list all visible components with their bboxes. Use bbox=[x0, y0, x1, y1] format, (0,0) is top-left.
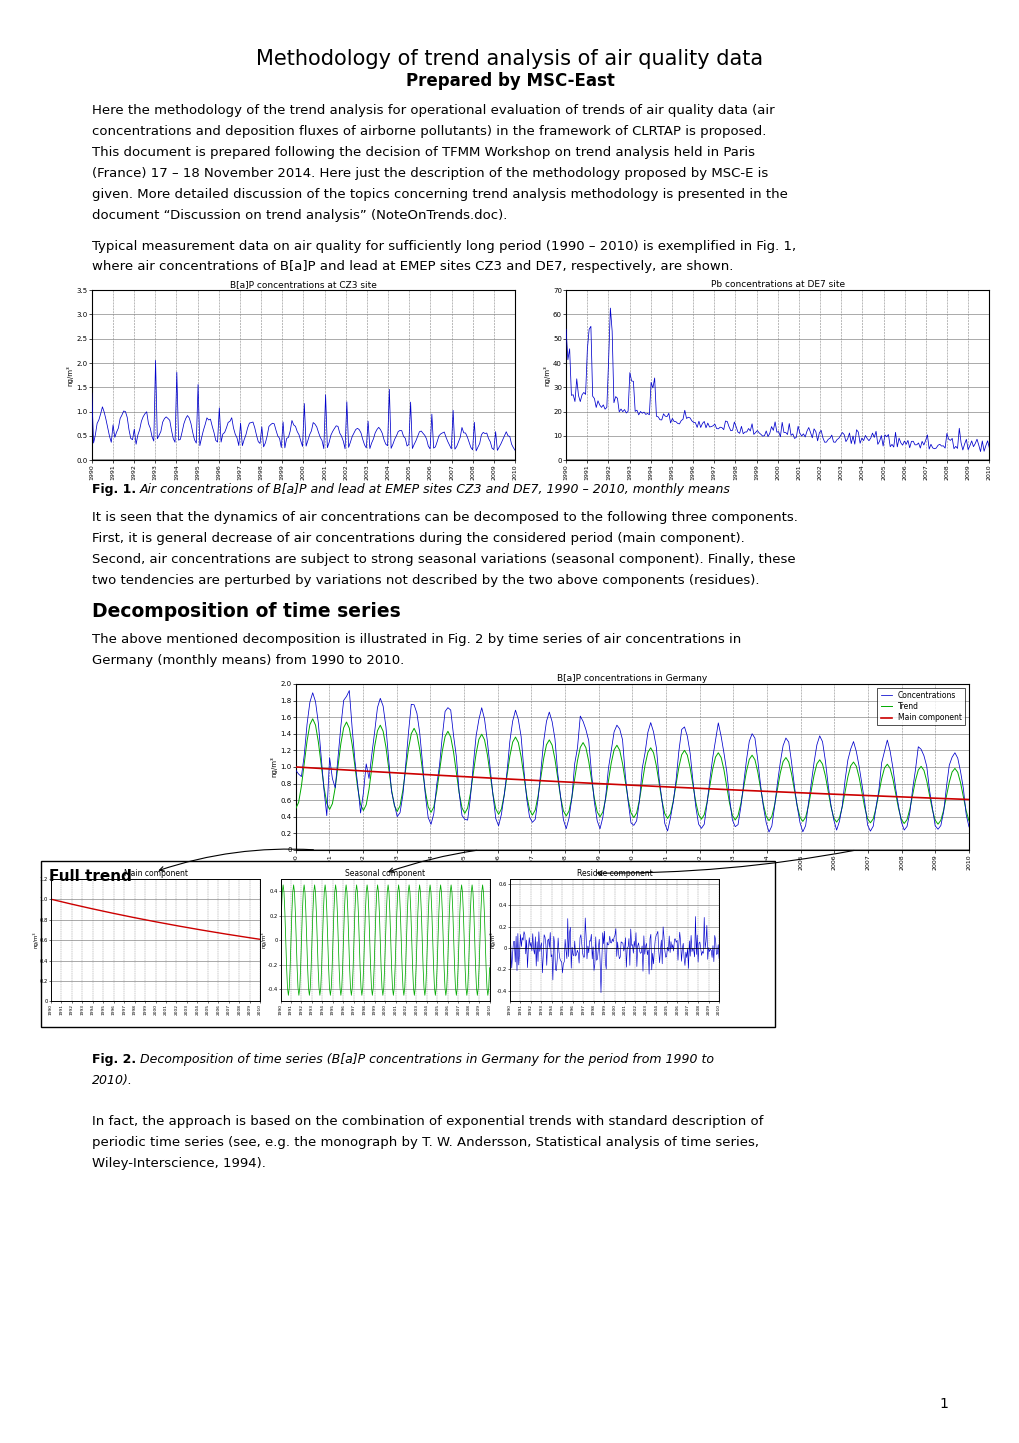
Text: Typical measurement data on air quality for sufficiently long period (1990 – 201: Typical measurement data on air quality … bbox=[92, 240, 795, 253]
Concentrations bbox=[737, 775, 749, 792]
Text: Prepared by MSC-East: Prepared by MSC-East bbox=[406, 72, 613, 89]
Main component bbox=[289, 758, 302, 775]
Text: In fact, the approach is based on the combination of exponential trends with sta: In fact, the approach is based on the co… bbox=[92, 1115, 762, 1128]
Trend bbox=[337, 719, 350, 736]
Text: Decomposition of time series (B[a]P concentrations in Germany for the period fro: Decomposition of time series (B[a]P conc… bbox=[140, 1053, 713, 1066]
Text: given. More detailed discussion of the topics concerning trend analysis methodol: given. More detailed discussion of the t… bbox=[92, 188, 787, 201]
Text: Second, air concentrations are subject to strong seasonal variations (seasonal c: Second, air concentrations are subject t… bbox=[92, 553, 795, 566]
Text: This document is prepared following the decision of TFMM Workshop on trend analy: This document is prepared following the … bbox=[92, 146, 754, 159]
Text: (France) 17 – 18 November 2014. Here just the description of the methodology pro: (France) 17 – 18 November 2014. Here jus… bbox=[92, 166, 767, 180]
Line: Trend: Trend bbox=[296, 719, 968, 824]
Title: B[a]P concentrations in Germany: B[a]P concentrations in Germany bbox=[556, 674, 707, 683]
Concentrations bbox=[399, 756, 412, 773]
Main component bbox=[518, 771, 530, 788]
Legend: Concentrations, Trend, Main component: Concentrations, Trend, Main component bbox=[876, 688, 964, 726]
Title: B[a]P concentrations at CZ3 site: B[a]P concentrations at CZ3 site bbox=[230, 280, 376, 289]
Concentrations bbox=[920, 758, 932, 775]
Trend bbox=[520, 786, 532, 804]
Main component bbox=[396, 765, 409, 782]
Line: Concentrations: Concentrations bbox=[296, 691, 968, 833]
Trend bbox=[307, 710, 319, 727]
Text: Here the methodology of the trend analysis for operational evaluation of trends : Here the methodology of the trend analys… bbox=[92, 104, 773, 117]
Title: Residue component: Residue component bbox=[576, 869, 652, 877]
Concentrations bbox=[762, 824, 774, 841]
Y-axis label: ng/m³: ng/m³ bbox=[543, 365, 549, 385]
Y-axis label: ng/m³: ng/m³ bbox=[33, 932, 39, 948]
Line: Main component: Main component bbox=[296, 766, 968, 799]
Text: Fig. 2.: Fig. 2. bbox=[92, 1053, 136, 1066]
Y-axis label: ng/m³: ng/m³ bbox=[270, 756, 277, 778]
Title: Pb concentrations at DE7 site: Pb concentrations at DE7 site bbox=[710, 280, 844, 289]
Text: Decomposition of time series: Decomposition of time series bbox=[92, 602, 400, 620]
Trend bbox=[320, 795, 332, 812]
Text: Air concentrations of B[a]P and lead at EMEP sites CZ3 and DE7, 1990 – 2010, mon: Air concentrations of B[a]P and lead at … bbox=[140, 483, 730, 496]
Concentrations bbox=[520, 791, 532, 808]
Trend bbox=[289, 799, 302, 817]
Text: 1: 1 bbox=[938, 1397, 948, 1411]
Text: concentrations and deposition fluxes of airborne pollutants) in the framework of: concentrations and deposition fluxes of … bbox=[92, 124, 765, 139]
Text: document “Discussion on trend analysis” (NoteOnTrends.doc).: document “Discussion on trend analysis” … bbox=[92, 208, 506, 222]
Text: First, it is general decrease of air concentrations during the considered period: First, it is general decrease of air con… bbox=[92, 531, 744, 545]
Text: Methodology of trend analysis of air quality data: Methodology of trend analysis of air qua… bbox=[256, 49, 763, 69]
Concentrations bbox=[289, 762, 302, 779]
Text: Fig. 1.: Fig. 1. bbox=[92, 483, 136, 496]
Main component bbox=[334, 760, 346, 778]
Title: Main component: Main component bbox=[123, 869, 187, 877]
Text: 2010).: 2010). bbox=[92, 1074, 132, 1088]
Trend bbox=[399, 760, 412, 778]
FancyArrowPatch shape bbox=[159, 848, 313, 872]
Text: Germany (monthly means) from 1990 to 2010.: Germany (monthly means) from 1990 to 201… bbox=[92, 654, 404, 668]
Concentrations bbox=[318, 781, 330, 798]
Trend bbox=[962, 812, 974, 830]
Text: It is seen that the dynamics of air concentrations can be decomposed to the foll: It is seen that the dynamics of air conc… bbox=[92, 511, 797, 524]
Trend bbox=[931, 815, 944, 833]
Text: where air concentrations of B[a]P and lead at EMEP sites CZ3 and DE7, respective: where air concentrations of B[a]P and le… bbox=[92, 260, 733, 274]
Main component bbox=[318, 760, 330, 778]
Main component bbox=[734, 782, 746, 799]
Concentrations bbox=[334, 717, 346, 734]
Trend bbox=[917, 762, 929, 779]
Y-axis label: ng/m³: ng/m³ bbox=[260, 932, 266, 948]
Title: Seasonal component: Seasonal component bbox=[344, 869, 425, 877]
Main component bbox=[962, 791, 974, 808]
Y-axis label: ng/m³: ng/m³ bbox=[489, 932, 495, 948]
Text: periodic time series (see, e.g. the monograph by T. W. Andersson, Statistical an: periodic time series (see, e.g. the mono… bbox=[92, 1136, 758, 1150]
Concentrations bbox=[962, 818, 974, 835]
Main component bbox=[914, 789, 926, 807]
Trend bbox=[737, 779, 749, 797]
Concentrations bbox=[342, 683, 355, 700]
FancyArrowPatch shape bbox=[388, 850, 476, 873]
Text: two tendencies are perturbed by variations not described by the two above compon: two tendencies are perturbed by variatio… bbox=[92, 573, 758, 587]
Text: Full trend: Full trend bbox=[49, 869, 131, 883]
Text: The above mentioned decomposition is illustrated in Fig. 2 by time series of air: The above mentioned decomposition is ill… bbox=[92, 633, 741, 646]
FancyArrowPatch shape bbox=[597, 850, 853, 876]
Y-axis label: ng/m³: ng/m³ bbox=[66, 365, 73, 385]
Text: Wiley-Interscience, 1994).: Wiley-Interscience, 1994). bbox=[92, 1157, 265, 1170]
